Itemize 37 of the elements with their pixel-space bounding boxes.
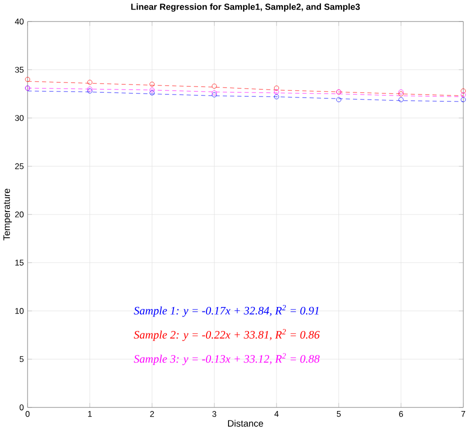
point [150,90,155,96]
point [460,92,466,98]
text: Sample 2: y = -0.22x + 33.81, R$^{2}$ = 0.86 [134,329,320,341]
y-tick-label: 5 [20,356,24,362]
y-tick-label: 30 [15,115,24,121]
x-tick-label: 6 [399,410,403,417]
text: Sample 1: y = -0.17x + 32.84, R$^{2}$ = 0.91 [134,304,319,317]
x-tick-label: 2 [150,410,154,417]
x-tick-label: 7 [461,410,466,417]
point [274,86,280,91]
x-tick-label: 0 [26,410,30,417]
y-tick-label: 20 [15,211,24,218]
point [274,89,280,94]
chart-title: Linear Regression for Sample1, Sample2, and Sample3 [131,3,360,12]
y-axis-title: Temperature [3,188,12,240]
x-tick-label: 3 [212,410,216,417]
point [212,84,217,89]
y-tick-label: 25 [15,163,24,170]
point [150,82,155,87]
text: Sample 3: y = -0.13x + 33.12, R$^{2}$ = 0.88 [134,353,320,366]
y-tick-label: 10 [15,308,24,314]
point [25,76,30,82]
y-tick-label: 0 [20,404,24,410]
point [150,87,155,92]
point [274,94,280,100]
y-tick-label: 40 [14,18,24,24]
point [336,97,342,102]
y-tick-label: 35 [15,66,24,73]
x-axis-title: Distance [228,420,264,427]
point [460,97,466,102]
x-tick-label: 4 [274,410,279,417]
point [87,80,92,85]
y-tick-label: 15 [15,260,24,266]
point [398,97,404,102]
x-tick-label: 5 [336,410,341,417]
point [460,88,466,94]
x-tick-label: 1 [88,410,92,417]
